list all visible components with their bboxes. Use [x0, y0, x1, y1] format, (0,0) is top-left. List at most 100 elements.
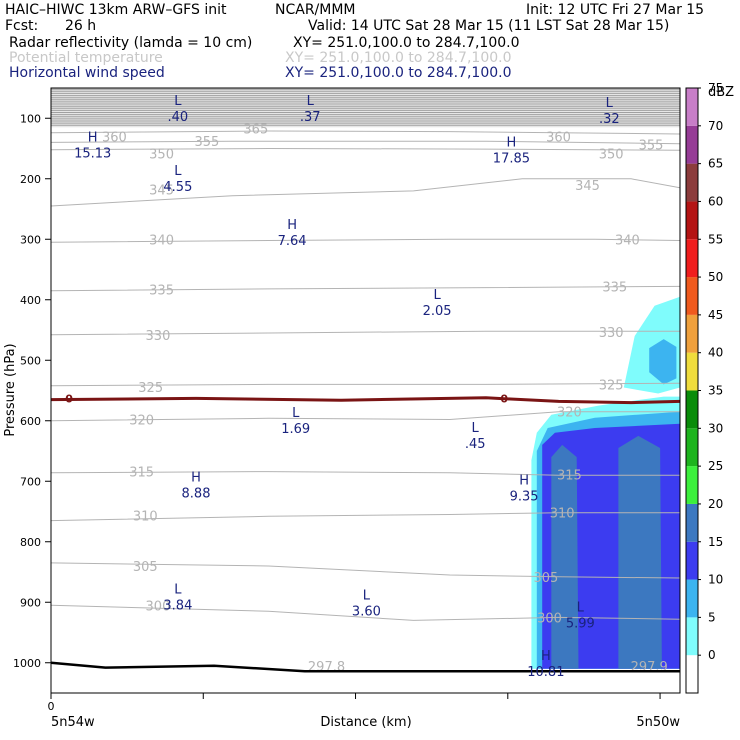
- colorbar-label: 0: [708, 648, 716, 662]
- y-axis-title: Pressure (hPa): [3, 343, 18, 436]
- y-tick-label: 700: [20, 475, 41, 488]
- wind-extremum-value: 10.81: [527, 665, 564, 680]
- forecast-label: Fcst:: [5, 18, 39, 34]
- wind-extremum-value: 7.64: [278, 234, 307, 249]
- theta-label-355: 355: [639, 138, 664, 153]
- theta-label-360: 360: [546, 130, 571, 145]
- wind-extremum-letter: H: [519, 474, 529, 489]
- axes: Pressure (hPa) Distance (km) 5n54w 5n50w…: [3, 87, 681, 730]
- colorbar-swatch: [686, 466, 698, 504]
- y-tick-label: 800: [20, 536, 41, 549]
- theta-contour: [51, 471, 680, 476]
- colorbar-swatch: [686, 201, 698, 240]
- theta-label-300: 300: [146, 599, 171, 614]
- wind-extremum-value: 5.99: [566, 617, 595, 632]
- theta-label-305: 305: [133, 560, 158, 575]
- colorbar-swatch: [686, 541, 698, 580]
- colorbar-swatch: [686, 390, 698, 429]
- theta-contour: [51, 512, 680, 522]
- terrain-line: [50, 661, 680, 673]
- colorbar-label: 15: [708, 535, 723, 549]
- wind-extremum-letter: L: [174, 582, 182, 597]
- wind-extremum-letter: H: [541, 649, 551, 664]
- theta-contour: [51, 330, 680, 336]
- theta-label-350: 350: [149, 147, 174, 162]
- colorbar-swatch: [686, 617, 698, 656]
- theta-label-335: 335: [149, 283, 174, 298]
- y-tick-label: 200: [20, 173, 41, 186]
- wind-extremum-value: 17.85: [493, 151, 530, 166]
- colorbar-label: 20: [708, 497, 723, 511]
- theta-label-310: 310: [550, 507, 575, 522]
- theta-label-310: 310: [133, 510, 158, 525]
- y-tick-label: 1000: [13, 657, 41, 670]
- y-tick-label: 500: [20, 354, 41, 367]
- theta-label-320: 320: [557, 406, 582, 421]
- theta-contours: 360 360 365 355 355 350 350 345 345 340 340 335 335 3…: [51, 123, 680, 675]
- theta-label-315: 315: [129, 466, 154, 481]
- wind-extremum-value: 2.05: [423, 304, 452, 319]
- wind-extremum-value: 3.84: [163, 598, 192, 613]
- colorbar-label: 70: [708, 119, 723, 133]
- wind-extremum-letter: L: [577, 601, 585, 616]
- theta-contour: [51, 147, 680, 151]
- theta-label-360: 360: [102, 130, 127, 145]
- wind-extremum-value: 4.55: [163, 180, 192, 195]
- reflectivity-region: [618, 435, 662, 669]
- theta-label-325: 325: [599, 378, 624, 393]
- colorbar-swatch: [686, 239, 698, 278]
- wind-extremum-letter: L: [307, 94, 315, 109]
- colorbar-swatch: [686, 163, 698, 202]
- theta-label-350: 350: [599, 147, 624, 162]
- x-tick-label-zero: 0: [48, 700, 55, 713]
- x-right-label: 5n50w: [636, 715, 680, 730]
- wind-extremum-value: .37: [300, 110, 321, 125]
- zero-isotherm-label: 0: [65, 392, 73, 405]
- wind-extremum-letter: L: [606, 96, 614, 111]
- wind-extremum-letter: L: [472, 421, 480, 436]
- field-reflectivity-label: Radar reflectivity (lamda = 10 cm): [9, 35, 253, 51]
- init-time: Init: 12 UTC Fri 27 Mar 15: [526, 2, 705, 18]
- wind-extremum-value: 8.88: [182, 486, 211, 501]
- theta-contour: [51, 130, 680, 135]
- field-wind-xy: XY= 251.0,100.0 to 284.7,100.0: [285, 65, 512, 81]
- wind-extremum-value: .45: [465, 437, 486, 452]
- field-theta-label: Potential temperature: [9, 50, 163, 66]
- wind-extremum-value: 15.13: [74, 146, 111, 161]
- wind-extremum-letter: H: [191, 470, 201, 485]
- forecast-hours: 26 h: [65, 18, 97, 34]
- reflectivity-region: [649, 339, 677, 385]
- theta-contour: [51, 140, 680, 145]
- organization-label: NCAR/MMM: [275, 2, 356, 18]
- wind-extremum-value: .40: [168, 110, 189, 125]
- theta-contour: [51, 285, 680, 292]
- wind-extremum-value: 9.35: [510, 490, 539, 505]
- theta-contour: [51, 604, 680, 621]
- model-title: HAIC–HIWC 13km ARW–GFS init: [5, 2, 227, 18]
- colorbar-label: 65: [708, 157, 723, 171]
- reflectivity-fill: [531, 296, 680, 669]
- theta-label-320: 320: [129, 414, 154, 429]
- reflectivity-region: [551, 444, 579, 669]
- colorbar-swatch: [686, 503, 698, 542]
- theta-label-297.9: 297.9: [631, 660, 668, 675]
- colorbar-swatch: [686, 655, 698, 693]
- wind-extremum-letter: L: [174, 164, 182, 179]
- theta-label-345: 345: [149, 184, 174, 199]
- theta-contour: [51, 562, 680, 579]
- wind-extremum-letter: L: [174, 94, 182, 109]
- theta-contour: [51, 382, 680, 387]
- wind-extremum-letter: H: [88, 130, 98, 145]
- theta-label-340: 340: [615, 233, 640, 248]
- theta-label-330: 330: [146, 329, 171, 344]
- colorbar-swatch: [686, 352, 698, 391]
- field-wind-label: Horizontal wind speed: [9, 65, 165, 81]
- theta-label-325: 325: [138, 381, 163, 396]
- wind-extremum-letter: L: [363, 588, 371, 603]
- colorbar-label: 55: [708, 232, 723, 246]
- theta-label-315: 315: [557, 469, 582, 484]
- colorbar-swatch: [686, 428, 698, 467]
- zero-isotherm-label: 0: [500, 392, 508, 405]
- field-theta-xy: XY= 251.0,100.0 to 284.7,100.0: [285, 50, 512, 66]
